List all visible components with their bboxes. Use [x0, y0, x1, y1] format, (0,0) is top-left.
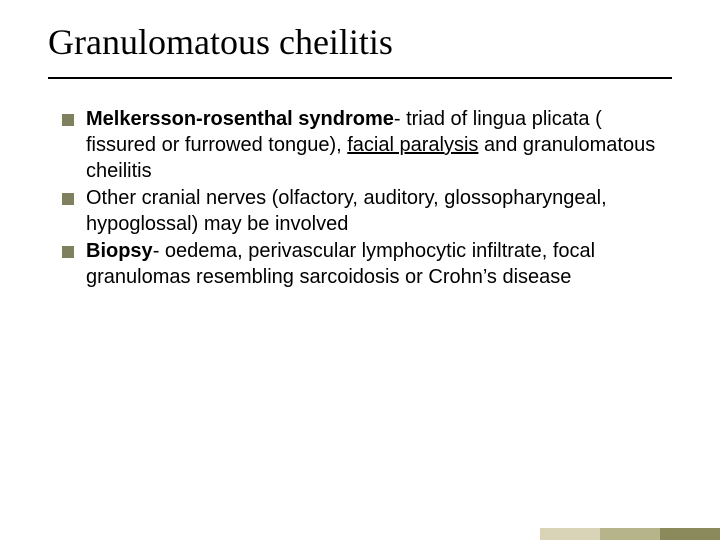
list-item-text: Biopsy- oedema, perivascular lymphocytic… [86, 239, 672, 290]
accent-segment [540, 528, 600, 540]
slide: Granulomatous cheilitis Melkersson-rosen… [0, 0, 720, 540]
square-bullet-icon [62, 246, 74, 258]
square-bullet-icon [62, 114, 74, 126]
list-item: Melkersson-rosenthal syndrome- triad of … [62, 107, 672, 184]
content-area: Melkersson-rosenthal syndrome- triad of … [48, 107, 672, 290]
accent-segment [0, 528, 540, 540]
list-item-text: Melkersson-rosenthal syndrome- triad of … [86, 107, 672, 184]
accent-segment [660, 528, 720, 540]
square-bullet-icon [62, 193, 74, 205]
list-item-text: Other cranial nerves (olfactory, auditor… [86, 186, 672, 237]
bottom-accent-bar [0, 528, 720, 540]
list-item: Other cranial nerves (olfactory, auditor… [62, 186, 672, 237]
slide-title: Granulomatous cheilitis [48, 22, 672, 73]
accent-segment [600, 528, 660, 540]
list-item: Biopsy- oedema, perivascular lymphocytic… [62, 239, 672, 290]
title-underline [48, 77, 672, 79]
